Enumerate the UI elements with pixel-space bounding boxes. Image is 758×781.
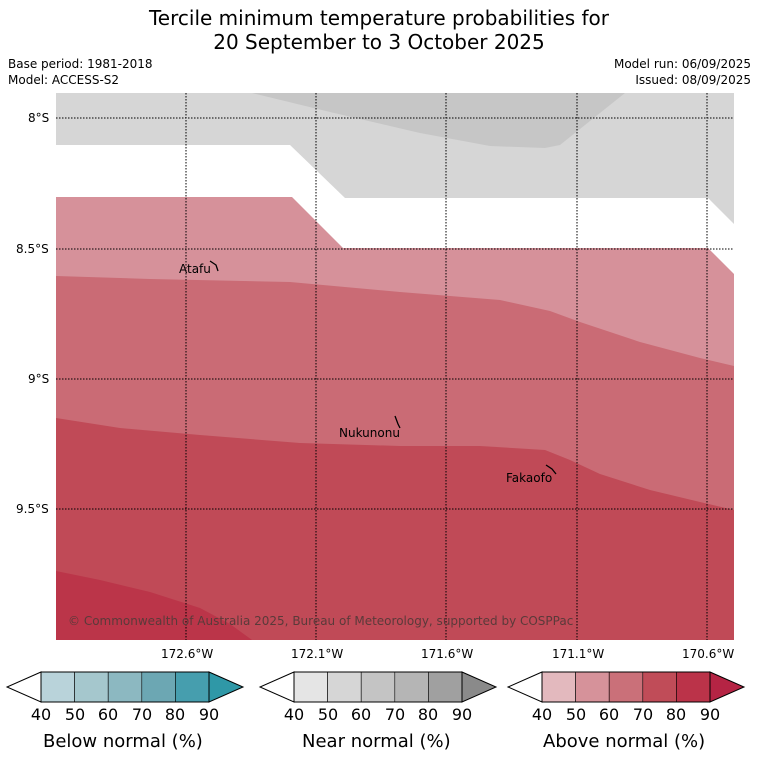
lon-label-172-6w: 172.6°W (161, 647, 214, 661)
above-normal-colorbar-frame (541, 671, 711, 703)
below-tick-40: 40 (30, 705, 52, 724)
below-tick-90: 90 (198, 705, 220, 724)
lat-label-8-5s: 8.5°S (16, 242, 49, 256)
above-tick-50: 50 (565, 705, 587, 724)
near-normal-colorbar-bin-2 (327, 671, 362, 703)
near-tick-90: 90 (451, 705, 473, 724)
below-tick-80: 80 (164, 705, 186, 724)
lon-label-171-1w: 171.1°W (552, 647, 605, 661)
near-normal-title: Near normal (%) (302, 731, 451, 752)
below-normal-colorbar-low-extend (5, 671, 42, 703)
base-period-label: Base period: 1981-2018 (8, 57, 153, 71)
above-normal-colorbar-bin-2 (575, 671, 610, 703)
near-tick-50: 50 (317, 705, 339, 724)
title-line-2: 20 September to 3 October 2025 (213, 30, 545, 54)
lat-label-9-5s: 9.5°S (16, 502, 49, 516)
below-normal-colorbar-high-extend (208, 671, 245, 703)
map-gridlines (56, 93, 734, 640)
colorbars-legend (5, 671, 746, 703)
title-line-1: Tercile minimum temperature probabilitie… (148, 6, 610, 30)
near-normal-60-region (252, 93, 625, 148)
below-tick-60: 60 (97, 705, 119, 724)
lon-label-172-1w: 172.1°W (291, 647, 344, 661)
above-normal-colorbar-bin-5 (676, 671, 711, 703)
lat-label-8s: 8°S (28, 111, 50, 125)
near-tick-60: 60 (350, 705, 372, 724)
nukunonu-island-shape (394, 415, 401, 429)
near-normal-colorbar-bin-5 (428, 671, 463, 703)
fakaofo-island-shape (545, 464, 557, 475)
near-normal-colorbar-high-extend (461, 671, 498, 703)
near-tick-70: 70 (384, 705, 406, 724)
model-label: Model: ACCESS-S2 (8, 73, 120, 87)
above-normal-colorbar-bin-1 (541, 671, 576, 703)
near-normal-colorbar-bin-3 (360, 671, 396, 703)
above-normal-colorbar-low-extend (506, 671, 543, 703)
place-label-fakaofo: Fakaofo (506, 471, 553, 485)
near-tick-80: 80 (417, 705, 439, 724)
place-label-nukunonu: Nukunonu (339, 426, 400, 440)
above-normal-title: Above normal (%) (543, 731, 706, 752)
lon-label-170-6w: 170.6°W (682, 647, 735, 661)
above-tick-70: 70 (632, 705, 654, 724)
below-normal-colorbar-frame (40, 671, 210, 703)
near-tick-40: 40 (283, 705, 305, 724)
below-normal-colorbar-bin-2 (74, 671, 109, 703)
above-tick-90: 90 (699, 705, 721, 724)
near-normal-colorbar-low-extend (258, 671, 295, 703)
above-normal-colorbar-high-extend (709, 671, 746, 703)
above-normal-colorbar-bin-4 (642, 671, 677, 703)
above-tick-40: 40 (531, 705, 553, 724)
below-normal-colorbar-bin-3 (107, 671, 143, 703)
lat-label-9s: 9°S (28, 372, 50, 386)
atafu-island-shape (209, 260, 219, 272)
below-normal-colorbar-bin-4 (141, 671, 176, 703)
copyright-notice: © Commonwealth of Australia 2025, Bureau… (68, 614, 574, 628)
below-normal-colorbar-bin-5 (175, 671, 210, 703)
below-normal-colorbar-bin-1 (40, 671, 75, 703)
above-normal-colorbar-bin-3 (608, 671, 644, 703)
model-run-label: Model run: 06/09/2025 (613, 57, 751, 71)
above-normal-70-region (56, 418, 734, 640)
place-label-atafu: Atafu (179, 262, 211, 276)
probability-map (56, 93, 734, 640)
below-tick-70: 70 (131, 705, 153, 724)
lon-label-171-6w: 171.6°W (421, 647, 474, 661)
above-tick-80: 80 (665, 705, 687, 724)
below-tick-50: 50 (64, 705, 86, 724)
above-tick-60: 60 (598, 705, 620, 724)
above-normal-80-region (56, 571, 252, 640)
near-normal-colorbar-bin-4 (394, 671, 429, 703)
near-normal-colorbar-bin-1 (293, 671, 328, 703)
below-normal-title: Below normal (%) (43, 731, 203, 752)
near-normal-colorbar-frame (293, 671, 463, 703)
issued-label: Issued: 08/09/2025 (635, 73, 751, 87)
